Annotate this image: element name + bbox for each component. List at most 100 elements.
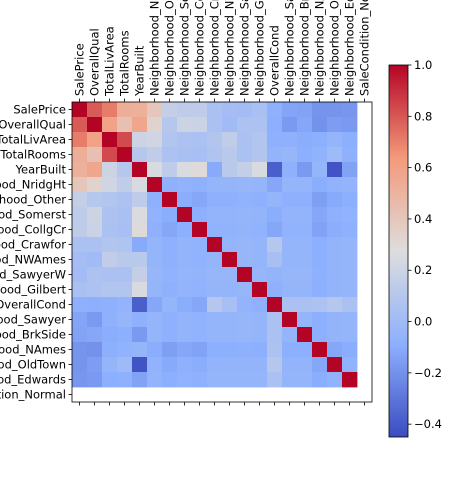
heatmap-cell <box>222 342 238 358</box>
heatmap-cell <box>117 297 133 313</box>
heatmap-cell <box>102 252 118 268</box>
heatmap-cell <box>342 372 358 388</box>
heatmap-cell <box>252 267 268 283</box>
heatmap-cell <box>222 147 238 163</box>
heatmap-cell <box>342 357 358 373</box>
heatmap-cell <box>312 117 328 133</box>
heatmap-cell <box>72 282 88 298</box>
heatmap-cell <box>297 267 313 283</box>
heatmap-cell <box>177 267 193 283</box>
heatmap-cell <box>192 132 208 148</box>
heatmap-cell <box>147 177 163 193</box>
heatmap-cell <box>117 357 133 373</box>
x-tick-label: Neighborhood_NWAmes <box>223 0 237 96</box>
heatmap-cell <box>312 177 328 193</box>
heatmap-cell <box>222 117 238 133</box>
heatmap-cell <box>312 147 328 163</box>
heatmap-cell <box>327 132 343 148</box>
heatmap-cell <box>102 177 118 193</box>
heatmap-cell <box>267 252 283 268</box>
heatmap-cell <box>297 342 313 358</box>
heatmap-cell <box>147 147 163 163</box>
heatmap-cell <box>327 117 343 133</box>
heatmap-cell <box>327 147 343 163</box>
colorbar-tick-label: 0.0 <box>414 315 432 329</box>
heatmap-cell <box>252 357 268 373</box>
heatmap-cell <box>297 357 313 373</box>
heatmap-cell <box>282 267 298 283</box>
heatmap-cell <box>252 222 268 238</box>
x-tick-label: Neighborhood_SawyerW <box>238 0 252 96</box>
heatmap-cell <box>72 222 88 238</box>
heatmap-cell <box>87 162 103 178</box>
heatmap-cell <box>207 222 223 238</box>
x-tick-label: SaleCondition_Normal <box>358 0 372 96</box>
heatmap-cell <box>87 372 103 388</box>
heatmap-cell <box>327 162 343 178</box>
y-tick-label: Neighborhood_NWAmes <box>0 253 66 267</box>
x-tick-label: Neighborhood_Other <box>163 0 177 96</box>
y-tick-label: Neighborhood_Crawfor <box>0 238 66 252</box>
heatmap-cell <box>237 177 253 193</box>
heatmap-cell <box>342 327 358 343</box>
heatmap-cell <box>267 372 283 388</box>
y-tick-label: Neighborhood_OldTown <box>0 358 66 372</box>
heatmap-cell <box>177 177 193 193</box>
heatmap-cell <box>177 342 193 358</box>
heatmap-cell <box>327 282 343 298</box>
heatmap-cell <box>147 372 163 388</box>
heatmap-cell <box>87 282 103 298</box>
heatmap-cell <box>147 102 163 118</box>
heatmap-cell <box>72 267 88 283</box>
colorbar-tick-label: 0.6 <box>414 161 432 175</box>
heatmap-cell <box>147 192 163 208</box>
heatmap-cell <box>72 177 88 193</box>
heatmap-cell <box>252 117 268 133</box>
heatmap-cell <box>102 282 118 298</box>
y-tick-label: Neighborhood_CollgCr <box>0 223 66 237</box>
heatmap-cell <box>282 327 298 343</box>
colorbar-tick-label: 1.0 <box>414 58 432 72</box>
heatmap-cell <box>222 162 238 178</box>
heatmap-cell <box>207 237 223 253</box>
y-tick-label: OverallQual <box>0 118 66 132</box>
heatmap-cell <box>252 312 268 328</box>
heatmap-cell <box>237 342 253 358</box>
heatmap-cell <box>222 267 238 283</box>
heatmap-cell <box>177 222 193 238</box>
heatmap-cell <box>117 177 133 193</box>
heatmap-cell <box>252 192 268 208</box>
x-tick-label: Neighborhood_Edwards <box>343 0 357 96</box>
heatmap-cell <box>342 207 358 223</box>
heatmap-cell <box>342 192 358 208</box>
heatmap-cell <box>237 147 253 163</box>
heatmap-cell <box>192 267 208 283</box>
heatmap-cell <box>282 372 298 388</box>
heatmap-cell <box>132 162 148 178</box>
heatmap-cell <box>147 267 163 283</box>
heatmap-cell <box>342 237 358 253</box>
heatmap-cell <box>237 117 253 133</box>
x-tick-label: Neighborhood_OldTown <box>328 0 342 96</box>
heatmap-cell <box>237 237 253 253</box>
heatmap-cell <box>297 192 313 208</box>
heatmap-cell <box>342 297 358 313</box>
heatmap-cell <box>327 207 343 223</box>
heatmap-cell <box>177 192 193 208</box>
heatmap-cell <box>147 357 163 373</box>
heatmap-cell <box>192 357 208 373</box>
heatmap-cell <box>297 222 313 238</box>
heatmap-cell <box>297 327 313 343</box>
heatmap-cell <box>207 372 223 388</box>
heatmap-cell <box>342 162 358 178</box>
heatmap-cell <box>102 222 118 238</box>
heatmap-cell <box>327 327 343 343</box>
heatmap-cell <box>132 357 148 373</box>
heatmap-cell <box>327 177 343 193</box>
heatmap-cell <box>72 297 88 313</box>
heatmap-cell <box>252 327 268 343</box>
heatmap-cell <box>117 207 133 223</box>
heatmap-cell <box>147 297 163 313</box>
heatmap-cell <box>192 342 208 358</box>
heatmap-cell <box>282 132 298 148</box>
